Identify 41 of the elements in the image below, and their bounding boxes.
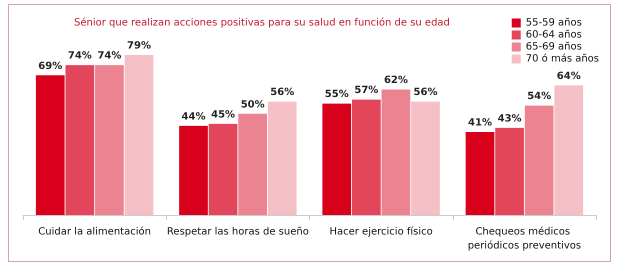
- data-label: 64%: [556, 70, 581, 82]
- bar: [208, 124, 238, 215]
- x-tick-label: Hacer ejercicio físico: [329, 226, 433, 238]
- bar: [554, 85, 584, 215]
- data-label: 44%: [182, 111, 206, 122]
- data-label: 74%: [68, 50, 92, 62]
- bar: [411, 102, 440, 215]
- data-label: 69%: [38, 60, 62, 72]
- bar: [382, 89, 410, 215]
- data-label: 43%: [498, 113, 522, 124]
- data-label: 55%: [324, 89, 349, 100]
- x-tick-label: Respetar las horas de sueño: [166, 226, 309, 238]
- bar: [124, 55, 154, 215]
- data-label: 79%: [127, 40, 151, 52]
- data-label: 54%: [527, 91, 552, 102]
- bar: [352, 100, 381, 215]
- data-label: 56%: [414, 87, 438, 98]
- bar: [322, 104, 352, 215]
- bar: [65, 65, 94, 215]
- bar: [179, 126, 208, 215]
- data-label: 56%: [270, 87, 294, 98]
- chart-title: Sénior que realizan acciones positivas para su salud en función de su edad: [74, 18, 450, 28]
- data-label: 41%: [468, 117, 492, 128]
- data-label: 62%: [384, 74, 408, 86]
- bar: [268, 102, 297, 215]
- bar: [238, 114, 268, 215]
- data-label: 57%: [354, 85, 378, 96]
- legend-label: 55-59 años: [526, 18, 582, 28]
- x-tick-label: Chequeos médicos periódicos preventivos: [468, 226, 582, 252]
- data-label: 45%: [211, 109, 236, 120]
- legend-label: 65-69 años: [526, 42, 582, 52]
- data-label: 74%: [97, 50, 122, 62]
- bar: [495, 128, 524, 215]
- legend-label: 70 ó más años: [526, 54, 600, 64]
- bar: [524, 106, 554, 215]
- bar: [36, 75, 65, 215]
- legend-label: 60-64 años: [526, 30, 582, 40]
- x-tick-label: Cuidar la alimentación: [38, 226, 151, 238]
- data-label: 50%: [240, 99, 265, 110]
- bar: [95, 65, 124, 215]
- bar: [466, 132, 494, 215]
